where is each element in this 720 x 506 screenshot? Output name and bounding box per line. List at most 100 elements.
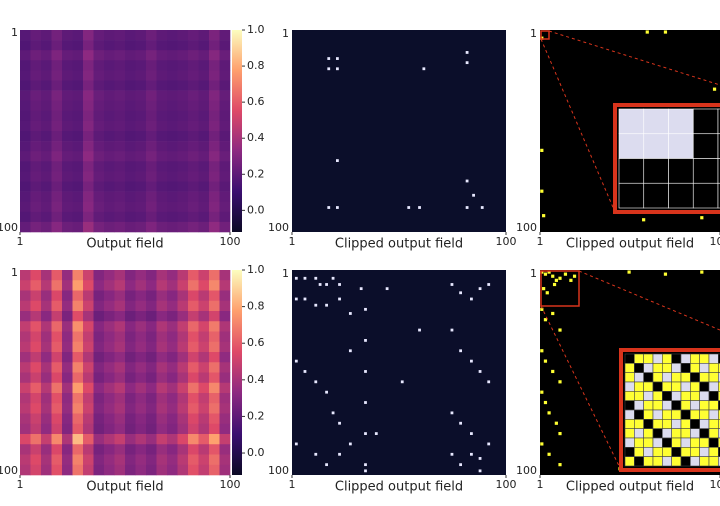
heatmap-cell xyxy=(62,80,73,91)
heatmap-cell xyxy=(93,403,105,414)
x-tick-label: 1 xyxy=(537,235,544,248)
heatmap-cell xyxy=(51,141,63,152)
inset-cell xyxy=(634,419,644,429)
heatmap-cell xyxy=(51,221,63,233)
heatmap-cell xyxy=(135,120,147,132)
heatmap-cell xyxy=(114,60,126,71)
heatmap-cell xyxy=(93,434,105,445)
heatmap-cell xyxy=(30,341,42,353)
heatmap-cell xyxy=(93,311,105,322)
heatmap-cell xyxy=(209,211,220,223)
heatmap-cell xyxy=(114,211,126,223)
heatmap-cell xyxy=(72,221,84,233)
heatmap-cell xyxy=(167,201,178,213)
heatmap-cell xyxy=(167,434,178,445)
colorbar-tick-label: 0.8 xyxy=(247,59,265,72)
heatmap-cell xyxy=(219,80,231,91)
heatmap-cell xyxy=(114,181,126,192)
heatmap-cell xyxy=(209,191,220,202)
heatmap-cell xyxy=(72,362,84,373)
heatmap-cell xyxy=(177,311,189,322)
x-axis-label: Output field xyxy=(86,480,163,495)
dot xyxy=(364,307,367,311)
heatmap-cell xyxy=(104,290,115,302)
heatmap-cell xyxy=(167,60,178,71)
dot xyxy=(314,452,318,456)
heatmap-cell xyxy=(114,321,126,332)
inset-cell xyxy=(671,409,682,420)
heatmap-cell xyxy=(209,141,220,152)
heatmap-cell xyxy=(135,341,147,353)
heatmap-cell xyxy=(41,90,52,101)
inset-cell xyxy=(680,437,691,448)
inset-cell xyxy=(643,428,654,439)
heatmap-cell xyxy=(51,201,63,213)
heatmap-cell xyxy=(62,393,73,404)
heatmap-cell xyxy=(30,290,42,302)
heatmap-cell xyxy=(30,70,42,81)
heatmap-cell xyxy=(135,171,147,182)
heatmap-cell xyxy=(83,393,94,404)
heatmap-cell xyxy=(93,60,105,71)
colorbar-tick-label: 0.4 xyxy=(247,373,265,386)
heatmap-cell xyxy=(188,372,199,384)
heatmap-cell xyxy=(51,393,63,404)
heatmap-cell xyxy=(219,151,231,162)
heatmap-cell xyxy=(167,403,178,414)
heatmap-cell xyxy=(104,393,115,404)
heatmap-cell xyxy=(167,362,178,373)
heatmap-cell xyxy=(104,372,115,384)
inset-cell xyxy=(634,353,644,364)
dot xyxy=(364,463,367,467)
heatmap-cell xyxy=(104,403,115,414)
heatmap-cell xyxy=(114,290,126,302)
heatmap-cell xyxy=(41,100,52,112)
heatmap-cell xyxy=(135,382,147,394)
heatmap-cell xyxy=(20,181,31,192)
y-tick-label: 1 xyxy=(11,26,18,39)
heatmap-cell xyxy=(135,321,147,332)
heatmap-cell xyxy=(177,352,189,363)
heatmap-cell xyxy=(135,454,147,466)
heatmap-cell xyxy=(114,161,126,172)
inset-cell xyxy=(643,182,669,209)
heatmap-cell xyxy=(62,201,73,213)
heatmap-cell xyxy=(83,444,94,455)
heatmap-cell xyxy=(198,352,210,363)
heatmap-cell xyxy=(20,211,31,223)
heatmap-cell xyxy=(114,464,126,476)
heatmap-cell xyxy=(20,60,31,71)
inset-cell xyxy=(699,391,710,401)
heatmap-cell xyxy=(209,30,220,41)
heatmap-cell xyxy=(219,403,231,414)
heatmap-cell xyxy=(93,90,105,101)
heatmap-cell xyxy=(188,464,199,476)
dot xyxy=(465,179,469,183)
colorbar xyxy=(232,270,242,475)
heatmap-cell xyxy=(104,211,115,223)
heatmap-cell xyxy=(125,382,136,394)
heatmap-cell xyxy=(219,321,231,332)
heatmap-cell xyxy=(125,464,136,476)
heatmap-cell xyxy=(177,341,189,353)
heatmap-cell xyxy=(188,221,199,233)
heatmap-cell xyxy=(177,300,189,312)
heatmap-cell xyxy=(93,181,105,192)
heatmap-cell xyxy=(93,131,105,142)
heatmap-cell xyxy=(30,464,42,476)
heatmap-cell xyxy=(198,413,210,425)
heatmap-cell xyxy=(177,290,189,302)
heatmap-cell xyxy=(219,341,231,353)
heatmap-cell xyxy=(83,70,94,81)
heatmap-cell xyxy=(167,352,178,363)
heatmap-cell xyxy=(146,444,157,455)
inset-cell xyxy=(662,353,672,364)
heatmap-cell xyxy=(219,280,231,291)
heatmap-cell xyxy=(104,444,115,455)
heatmap-cell xyxy=(167,280,178,291)
heatmap-cell xyxy=(146,171,157,182)
heatmap-cell xyxy=(104,300,115,312)
heatmap-cell xyxy=(198,201,210,213)
heatmap-cell xyxy=(209,131,220,142)
heatmap-cell xyxy=(83,141,94,152)
